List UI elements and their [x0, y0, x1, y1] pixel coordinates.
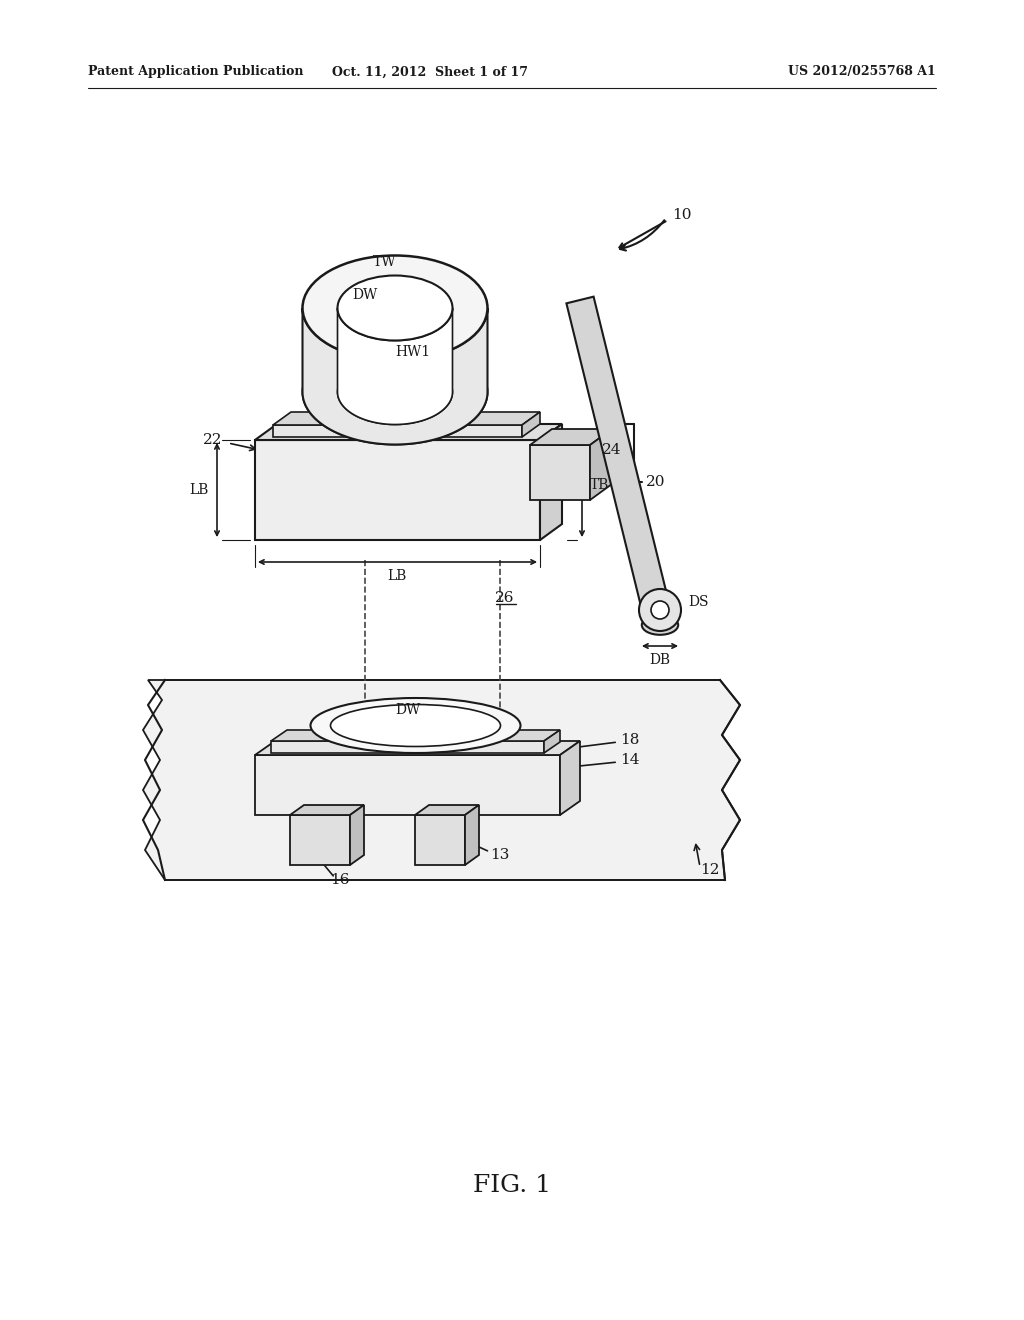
- Polygon shape: [465, 805, 479, 865]
- Text: DS: DS: [688, 595, 709, 609]
- Text: 22: 22: [203, 433, 222, 447]
- Polygon shape: [290, 814, 350, 865]
- Polygon shape: [530, 429, 612, 445]
- Polygon shape: [522, 412, 540, 437]
- Polygon shape: [566, 297, 674, 628]
- Polygon shape: [544, 730, 560, 752]
- Text: 12: 12: [700, 863, 720, 876]
- Polygon shape: [540, 424, 562, 540]
- Polygon shape: [255, 755, 560, 814]
- Polygon shape: [590, 429, 612, 500]
- Text: 14: 14: [620, 752, 640, 767]
- Text: 10: 10: [672, 209, 691, 222]
- Polygon shape: [273, 412, 540, 425]
- Text: 18: 18: [620, 733, 639, 747]
- Polygon shape: [290, 805, 364, 814]
- Text: TB: TB: [590, 478, 609, 492]
- Polygon shape: [271, 741, 544, 752]
- Text: FIG. 1: FIG. 1: [473, 1173, 551, 1196]
- Polygon shape: [350, 805, 364, 865]
- Polygon shape: [273, 425, 522, 437]
- Ellipse shape: [651, 601, 669, 619]
- Ellipse shape: [639, 589, 681, 631]
- Ellipse shape: [331, 705, 501, 747]
- Text: 16: 16: [330, 873, 349, 887]
- Polygon shape: [255, 741, 580, 755]
- Ellipse shape: [642, 615, 678, 635]
- Text: DW: DW: [352, 288, 378, 302]
- Text: Patent Application Publication: Patent Application Publication: [88, 66, 303, 78]
- Text: US 2012/0255768 A1: US 2012/0255768 A1: [788, 66, 936, 78]
- Polygon shape: [530, 445, 590, 500]
- Text: HW1: HW1: [395, 346, 430, 359]
- Text: 13: 13: [490, 847, 509, 862]
- Ellipse shape: [310, 698, 520, 752]
- Ellipse shape: [302, 256, 487, 360]
- Ellipse shape: [302, 339, 487, 445]
- Polygon shape: [338, 308, 453, 425]
- Polygon shape: [560, 741, 580, 814]
- Polygon shape: [415, 814, 465, 865]
- Polygon shape: [415, 805, 479, 814]
- Text: Oct. 11, 2012  Sheet 1 of 17: Oct. 11, 2012 Sheet 1 of 17: [332, 66, 528, 78]
- Polygon shape: [255, 424, 562, 440]
- Text: TW: TW: [374, 255, 396, 269]
- Polygon shape: [143, 680, 740, 880]
- Polygon shape: [302, 308, 487, 445]
- Text: LB: LB: [189, 483, 209, 498]
- Text: DW: DW: [395, 702, 421, 717]
- Text: LB: LB: [387, 569, 407, 583]
- Ellipse shape: [338, 359, 453, 425]
- Text: 20: 20: [646, 475, 666, 488]
- Ellipse shape: [338, 276, 453, 341]
- Text: 26: 26: [496, 591, 515, 605]
- Text: DB: DB: [649, 653, 671, 667]
- Polygon shape: [255, 440, 540, 540]
- Polygon shape: [271, 730, 560, 741]
- Text: 24: 24: [602, 444, 622, 457]
